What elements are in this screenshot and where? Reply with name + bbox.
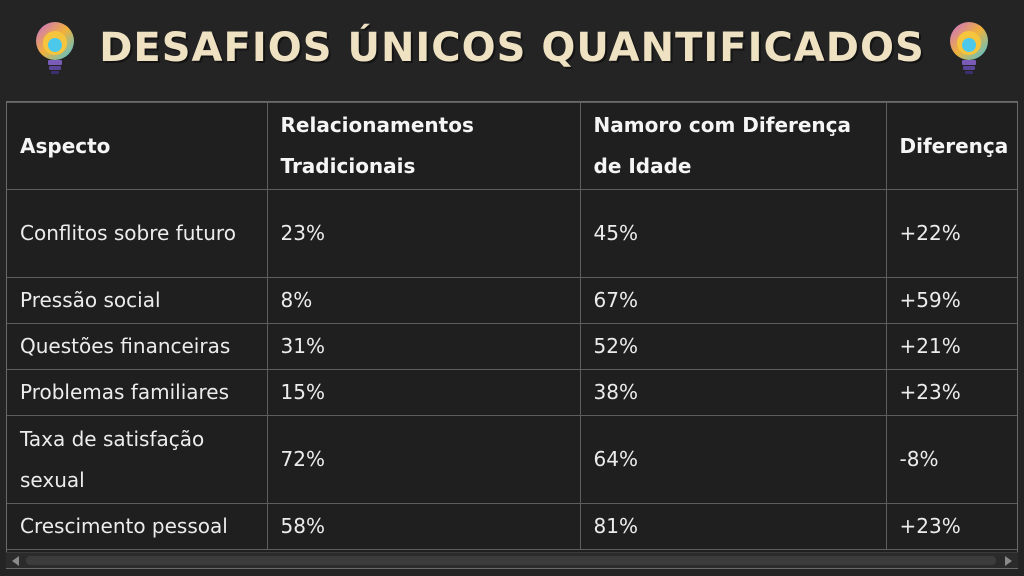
cell-diferenca: +23% xyxy=(885,503,1017,550)
header-relacionamentos-tradicionais: Relacionamentos Tradicionais xyxy=(266,102,581,190)
cell-aspecto: Questões financeiras xyxy=(7,323,268,370)
cell-diferenca-idade: 67% xyxy=(579,277,887,324)
cell-tradicionais: 15% xyxy=(266,369,581,416)
table-header-row: Aspecto Relacionamentos Tradicionais Nam… xyxy=(7,102,1017,190)
cell-tradicionais: 31% xyxy=(266,323,581,370)
cell-aspecto: Conflitos sobre futuro xyxy=(7,189,268,278)
cell-diferenca-idade: 38% xyxy=(579,369,887,416)
table-row: Questões financeiras 31% 52% +21% xyxy=(7,323,1017,370)
page-title: DESAFIOS ÚNICOS QUANTIFICADOS xyxy=(99,25,925,71)
table-row: Crescimento pessoal 58% 81% +23% xyxy=(7,503,1017,550)
cell-aspecto: Taxa de satisfação sexual xyxy=(7,415,268,504)
cell-aspecto: Crescimento pessoal xyxy=(7,503,268,550)
cell-aspecto: Problemas familiares xyxy=(7,369,268,416)
cell-tradicionais: 23% xyxy=(266,189,581,278)
table-row: Conflitos sobre futuro 23% 45% +22% xyxy=(7,189,1017,278)
title-bar: DESAFIOS ÚNICOS QUANTIFICADOS xyxy=(0,12,1024,84)
cell-tradicionais: 8% xyxy=(266,277,581,324)
light-bulb-icon xyxy=(949,22,988,74)
cell-diferenca: +22% xyxy=(885,189,1017,278)
cell-diferenca: -8% xyxy=(885,415,1017,504)
cell-diferenca: +23% xyxy=(885,369,1017,416)
cell-aspecto: Pressão social xyxy=(7,277,268,324)
cell-diferenca-idade: 81% xyxy=(579,503,887,550)
table-row: Pressão social 8% 67% +59% xyxy=(7,277,1017,324)
cell-diferenca: +59% xyxy=(885,277,1017,324)
cell-diferenca-idade: 64% xyxy=(579,415,887,504)
cell-diferenca-idade: 52% xyxy=(579,323,887,370)
header-namoro-diferenca-idade: Namoro com Diferença de Idade xyxy=(579,102,887,190)
table-row: Taxa de satisfação sexual 72% 64% -8% xyxy=(7,415,1017,504)
scroll-right-arrow-icon[interactable] xyxy=(1005,556,1012,566)
header-diferenca: Diferença xyxy=(885,102,1017,190)
cell-diferenca-idade: 45% xyxy=(579,189,887,278)
header-aspecto: Aspecto xyxy=(7,102,268,190)
comparison-table: Aspecto Relacionamentos Tradicionais Nam… xyxy=(7,102,1017,550)
comparison-table-container: Aspecto Relacionamentos Tradicionais Nam… xyxy=(6,101,1018,569)
cell-diferenca: +21% xyxy=(885,323,1017,370)
scrollbar-thumb[interactable] xyxy=(26,556,996,565)
table-row: Problemas familiares 15% 38% +23% xyxy=(7,369,1017,416)
light-bulb-icon xyxy=(36,22,75,74)
horizontal-scrollbar[interactable] xyxy=(6,552,1018,568)
cell-tradicionais: 72% xyxy=(266,415,581,504)
scroll-left-arrow-icon[interactable] xyxy=(12,556,19,566)
cell-tradicionais: 58% xyxy=(266,503,581,550)
